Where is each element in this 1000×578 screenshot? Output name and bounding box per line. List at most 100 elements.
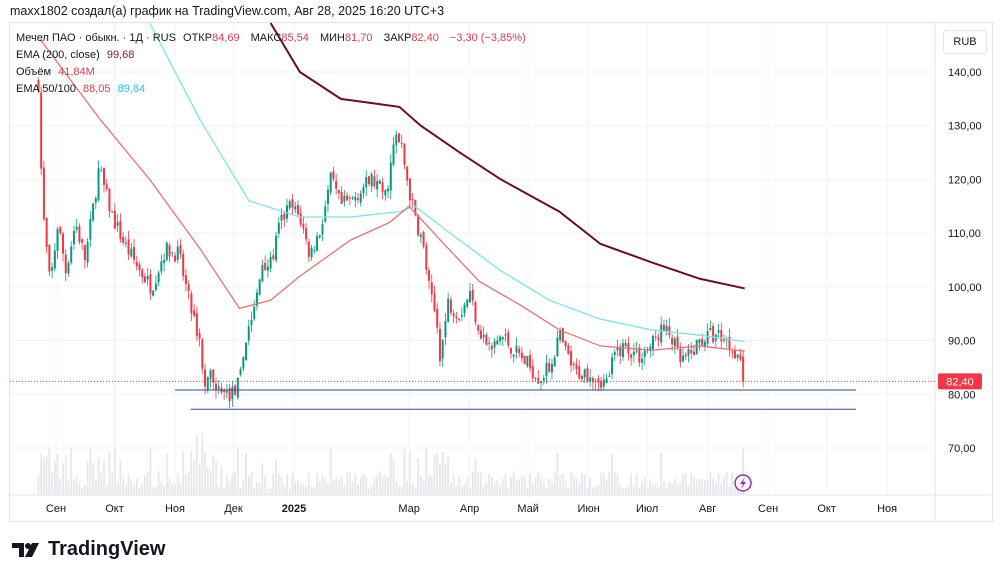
x-tick-label: Авг <box>699 503 716 515</box>
candle-body <box>591 378 594 383</box>
volume-bar <box>362 472 365 495</box>
legend-volume-row[interactable]: Объём 41,84M <box>16 66 99 78</box>
candle-body <box>42 167 45 220</box>
volume-bar <box>182 451 185 495</box>
candle-body <box>578 366 581 379</box>
candle-body <box>433 293 436 311</box>
candle-body <box>45 217 48 248</box>
y-tick-label: 90,00 <box>948 336 976 348</box>
volume-bar <box>247 476 250 495</box>
volume-bar <box>709 471 712 495</box>
currency-button[interactable]: RUB <box>943 30 987 54</box>
candle-body <box>179 244 182 254</box>
close-value: 82,40 <box>411 32 439 44</box>
volume-bar <box>518 479 521 495</box>
volume-bar <box>406 481 409 495</box>
candle-body <box>635 350 638 352</box>
volume-bar <box>283 486 286 495</box>
volume-bar <box>321 474 324 495</box>
volume-bar <box>419 475 422 495</box>
volume-bar <box>198 463 201 495</box>
volume-bar <box>714 481 717 495</box>
volume-bar <box>654 483 657 495</box>
volume-bar <box>411 484 414 495</box>
candle-body <box>619 346 622 356</box>
volume-bar <box>482 486 485 495</box>
volume-bar <box>122 477 125 495</box>
candle-body <box>523 355 526 365</box>
volume-bar <box>209 471 212 495</box>
volume-bar <box>67 481 70 495</box>
candle-body <box>94 198 97 203</box>
candle-body <box>469 291 472 303</box>
candle-body <box>438 328 441 362</box>
candle-body <box>316 235 319 251</box>
candle-body <box>509 347 512 354</box>
volume-bar <box>64 454 67 495</box>
candle-body <box>143 276 146 283</box>
volume-bar <box>174 484 176 495</box>
volume-bar <box>449 481 452 495</box>
candle-body <box>712 325 715 343</box>
candle-body <box>660 324 663 343</box>
volume-bar <box>704 479 706 495</box>
volume-bar <box>108 451 111 495</box>
x-tick-label: Июл <box>636 503 658 515</box>
candle-body <box>212 369 215 383</box>
candle-body <box>701 338 704 346</box>
candle-body <box>403 143 406 165</box>
volume-bar <box>220 466 223 495</box>
volume-bar <box>698 479 701 495</box>
candle-body <box>717 330 720 333</box>
legend-ema-row[interactable]: EMA 50/100 88,05 89,84 <box>16 83 149 95</box>
candle-body <box>346 195 349 201</box>
volume-bar <box>409 451 411 495</box>
volume-bar <box>45 455 48 495</box>
candle-body <box>501 336 504 340</box>
volume-bar <box>302 483 305 495</box>
candle-body <box>733 349 736 359</box>
tradingview-logo[interactable]: TradingView <box>12 538 165 561</box>
candle-body <box>455 316 458 319</box>
candle-body <box>214 383 217 390</box>
candle-body <box>597 378 600 383</box>
volume-bar <box>135 478 138 495</box>
candle-body <box>182 253 185 276</box>
volume-bar <box>354 473 357 495</box>
volume-bar <box>78 481 81 495</box>
volume-bar <box>83 485 86 495</box>
volume-bar <box>291 473 294 495</box>
volume-bar <box>436 452 439 495</box>
candle-body <box>668 326 671 336</box>
volume-bar <box>608 471 611 495</box>
candle-body <box>253 306 256 320</box>
volume-label: Объём <box>16 66 52 78</box>
volume-bar <box>630 473 633 495</box>
symbol-name[interactable]: Мечел ПАО · обыкн. · 1Д · RUS <box>16 32 176 44</box>
x-tick-label: Сен <box>46 503 66 515</box>
legend-ema200-row[interactable]: EMA (200, close) 99,68 <box>16 49 138 61</box>
candle-body <box>706 330 709 344</box>
volume-bar <box>332 479 335 495</box>
candle-body <box>285 205 288 219</box>
volume-bar <box>133 485 135 495</box>
volume-bar <box>335 478 338 495</box>
volume-bar <box>116 481 119 495</box>
close-label: ЗАКР <box>383 32 412 44</box>
volume-bar <box>474 458 477 495</box>
candle-body <box>141 269 144 278</box>
volume-bar <box>725 471 728 495</box>
volume-bar <box>212 455 215 495</box>
candle-body <box>499 336 502 342</box>
candle-body <box>48 245 51 272</box>
candle-body <box>264 262 267 271</box>
candle-body <box>545 362 548 376</box>
candle-body <box>302 224 305 229</box>
candle-body <box>171 252 174 254</box>
volume-bar <box>463 483 466 495</box>
volume-bar <box>717 473 720 495</box>
volume-bar <box>553 472 556 495</box>
volume-bar <box>272 473 275 495</box>
volume-bar <box>119 459 122 495</box>
